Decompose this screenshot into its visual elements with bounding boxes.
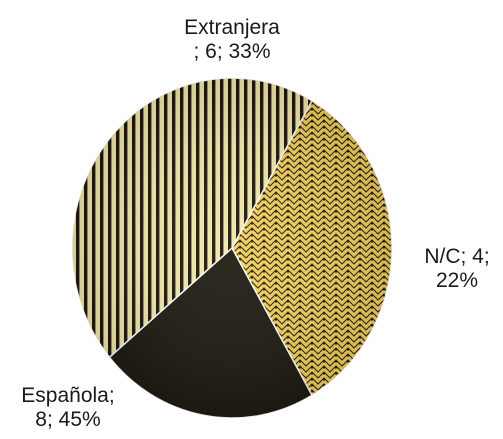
data-label-line: ; 6; 33% bbox=[193, 40, 270, 63]
data-label-line: 22% bbox=[436, 269, 478, 292]
labels-layer: Extranjera; 6; 33% N/C; 4; 22% Española; 8; … bbox=[21, 16, 489, 431]
data-label-n-c: N/C; 4; 22% bbox=[424, 245, 489, 292]
data-label-espa-ola: Española; 8; 45% bbox=[21, 384, 114, 431]
slices-layer bbox=[71, 77, 393, 419]
data-label-line: Extranjera bbox=[184, 16, 280, 39]
data-label-line: Española; bbox=[21, 384, 114, 407]
data-label-extranjera: Extranjera; 6; 33% bbox=[184, 16, 280, 63]
data-label-line: 8; 45% bbox=[35, 408, 100, 431]
data-label-line: N/C; 4; bbox=[424, 245, 489, 268]
